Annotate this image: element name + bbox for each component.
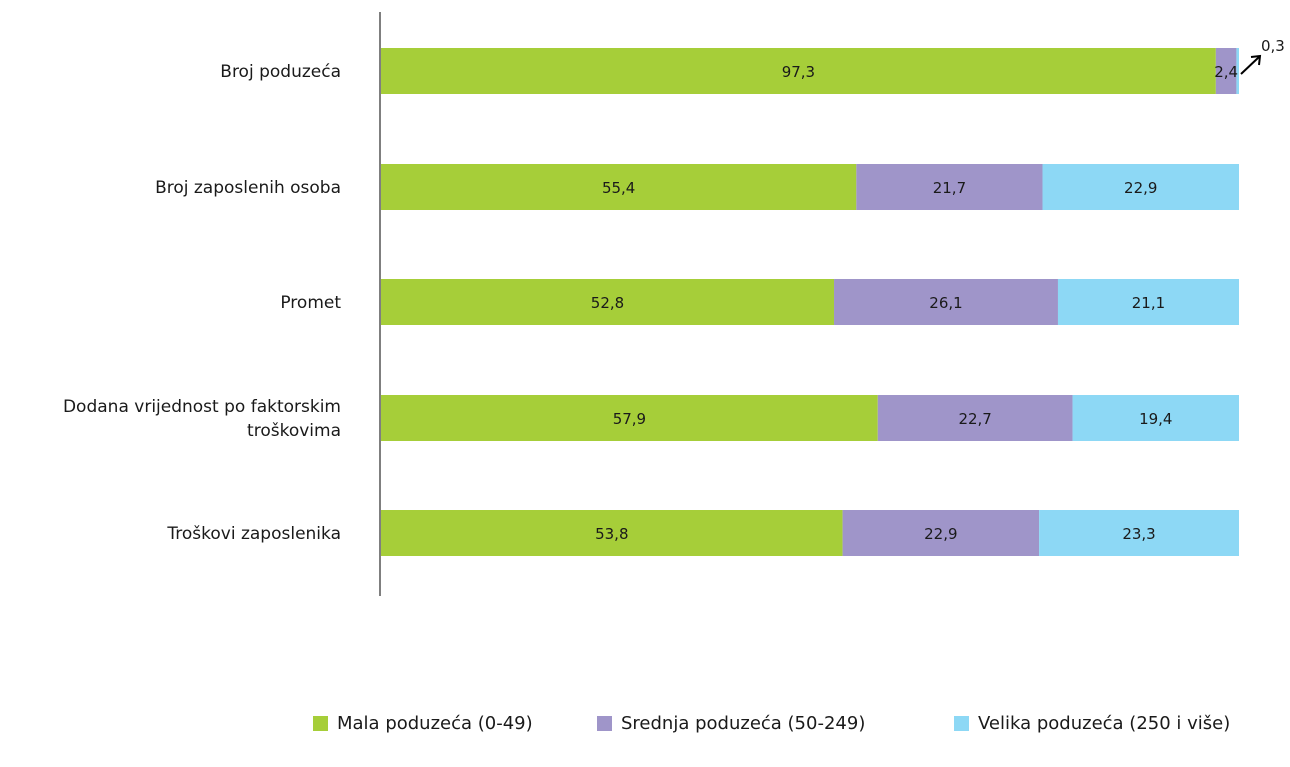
data-label: 22,9 (924, 525, 957, 543)
data-label: 53,8 (595, 525, 628, 543)
bar-segment-small (381, 395, 878, 441)
legend-item-small: Mala poduzeća (0-49) (313, 713, 533, 734)
data-label: 26,1 (929, 294, 962, 312)
stacked-bar-chart: Broj poduzeća Broj zaposlenih osoba Promet… (63, 12, 1285, 596)
bar-segment-small (381, 48, 1216, 94)
bar-segment-large (1072, 395, 1239, 441)
data-label: 2,4 (1214, 63, 1238, 81)
data-label: 57,9 (613, 410, 646, 428)
data-label: 0,3 (1261, 37, 1285, 55)
data-label: 97,3 (782, 63, 815, 81)
bar-segment-medium (1215, 48, 1237, 94)
legend: Mala poduzeća (0-49) Srednja poduzeća (5… (0, 713, 1290, 753)
legend-item-medium: Srednja poduzeća (50-249) (597, 713, 865, 734)
data-label: 21,7 (933, 179, 966, 197)
category-label: Dodana vrijednost po faktorskim troškovim… (63, 397, 341, 441)
category-label: Troškovi zaposlenika (166, 524, 341, 544)
legend-swatch-medium (597, 716, 612, 731)
callout-arrowhead (1250, 54, 1262, 66)
data-label: 23,3 (1122, 525, 1155, 543)
data-label: 19,4 (1139, 410, 1172, 428)
data-label: 22,9 (1124, 179, 1157, 197)
bars-layer (381, 48, 1239, 556)
bar-segment-small (381, 279, 835, 325)
data-label: 52,8 (591, 294, 624, 312)
bar-segment-medium (856, 164, 1043, 210)
bar-segment-large (1042, 164, 1239, 210)
category-label: Broj poduzeća (220, 62, 341, 82)
callout-arrow (1240, 56, 1260, 75)
small-value-callout (1240, 54, 1262, 75)
legend-item-large: Velika poduzeća (250 i više) (954, 713, 1230, 734)
bar-segment-medium (842, 510, 1040, 556)
legend-swatch-large (954, 716, 969, 731)
bar-segment-large (1057, 279, 1239, 325)
legend-label-small: Mala poduzeća (0-49) (337, 713, 533, 734)
bar-segment-large (1039, 510, 1239, 556)
bar-segment-medium (877, 395, 1073, 441)
category-label: Broj zaposlenih osoba (155, 178, 341, 198)
bar-segment-large (1236, 48, 1239, 94)
category-labels: Broj poduzeća Broj zaposlenih osoba Promet… (63, 62, 341, 544)
data-label: 21,1 (1132, 294, 1165, 312)
bar-segment-medium (834, 279, 1058, 325)
legend-swatch-small (313, 716, 328, 731)
bar-segment-small (381, 510, 843, 556)
data-label: 55,4 (602, 179, 635, 197)
legend-label-medium: Srednja poduzeća (50-249) (621, 713, 866, 734)
value-labels: 97,3 2,4 0,3 55,4 21,7 22,9 52,8 26,1 21,1 57,9 22… (591, 37, 1285, 543)
legend-label-large: Velika poduzeća (250 i više) (978, 713, 1231, 734)
category-label: Promet (280, 293, 341, 313)
data-label: 22,7 (958, 410, 991, 428)
bar-segment-small (381, 164, 857, 210)
